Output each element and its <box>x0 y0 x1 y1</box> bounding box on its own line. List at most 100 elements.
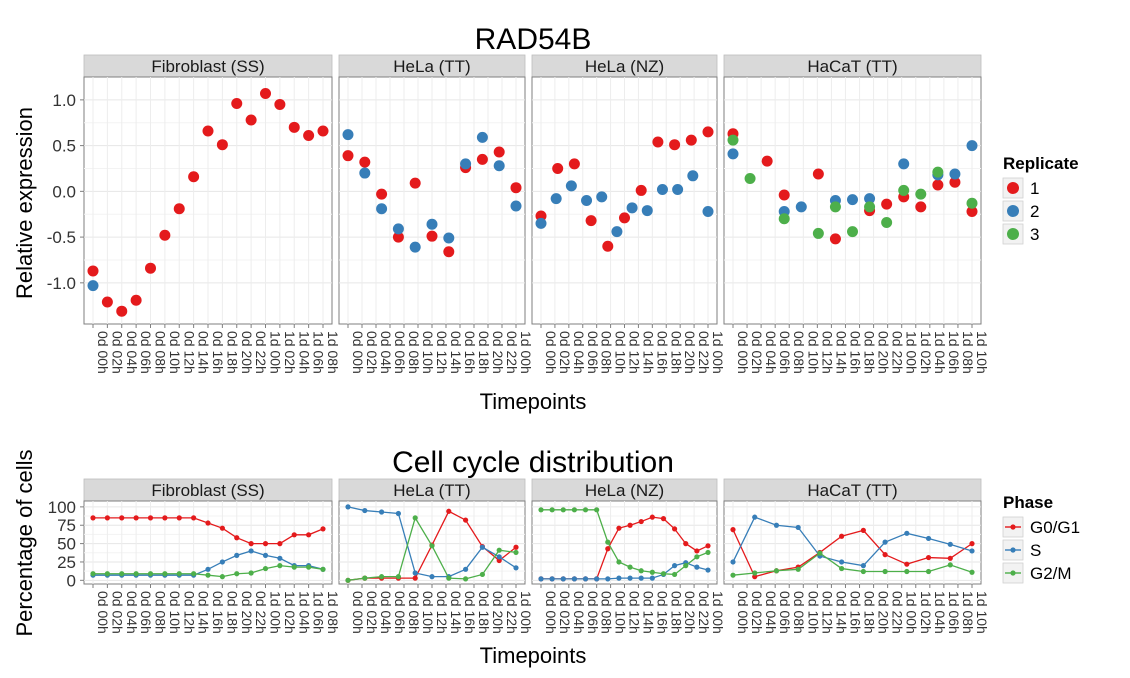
bottom-x-tick-label: 1d 02h <box>918 591 934 634</box>
top-x-tick-label: 0d 10h <box>613 331 629 374</box>
top-data-point <box>847 226 858 238</box>
bottom-x-tick-label: 0d 14h <box>196 591 212 634</box>
top-data-point <box>656 184 668 196</box>
top-data-point <box>510 182 522 194</box>
top-data-point <box>130 294 142 306</box>
top-data-point <box>443 232 455 244</box>
bottom-data-point <box>538 576 544 582</box>
top-data-point <box>966 205 978 217</box>
bottom-data-point <box>104 515 110 521</box>
bottom-x-tick-label: 0d 18h <box>668 591 684 634</box>
top-data-point <box>493 146 505 158</box>
bottom-data-point <box>277 563 283 569</box>
bottom-data-point <box>904 568 910 575</box>
top-facet-label: HeLa (NZ) <box>585 57 664 76</box>
top-x-tick-label: 0d 20h <box>239 331 255 374</box>
top-x-tick-label: 0d 02h <box>749 331 765 374</box>
bottom-data-point <box>627 564 633 570</box>
bottom-data-point <box>176 571 182 577</box>
bottom-data-point <box>882 539 888 545</box>
bottom-data-point <box>752 514 758 520</box>
top-legend-marker <box>1007 182 1019 194</box>
top-data-point <box>231 98 243 110</box>
bottom-data-point <box>412 570 418 576</box>
bottom-data-point <box>248 541 254 547</box>
top-x-tick-label: 0d 08h <box>153 331 169 374</box>
top-x-tick-label: 0d 22h <box>696 331 712 374</box>
bottom-chart-title: Cell cycle distribution <box>392 446 674 479</box>
bottom-data-point <box>582 507 589 513</box>
top-data-point <box>685 134 697 146</box>
bottom-data-point <box>571 576 578 582</box>
top-x-tick-label: 1d 00h <box>268 331 284 374</box>
top-data-point <box>376 203 388 215</box>
top-data-point <box>898 184 910 196</box>
bottom-data-point <box>219 559 225 565</box>
bottom-x-tick-label: 0d 04h <box>571 591 587 634</box>
top-data-point <box>626 202 638 214</box>
top-data-point <box>966 140 978 152</box>
bottom-data-point <box>925 554 932 561</box>
top-data-point <box>602 240 614 252</box>
bottom-data-point <box>496 547 502 553</box>
bottom-facet-label: HeLa (TT) <box>393 481 470 500</box>
top-data-point <box>881 216 893 228</box>
bottom-x-tick-label: 0d 08h <box>153 591 169 634</box>
top-x-tick-label: 0d 16h <box>847 331 863 374</box>
top-y-tick-label: -0.5 <box>47 228 76 247</box>
bottom-x-tick-label: 0d 10h <box>805 591 821 634</box>
bottom-data-point <box>672 526 678 532</box>
top-data-point <box>274 98 286 110</box>
bottom-data-point <box>705 567 711 573</box>
bottom-data-point <box>616 525 622 531</box>
bottom-data-point <box>191 571 197 577</box>
bottom-x-tick-label: 1d 04h <box>932 591 948 634</box>
bottom-legend-label: G0/G1 <box>1030 518 1080 537</box>
bottom-data-point <box>496 557 502 564</box>
bottom-series-line <box>541 509 709 576</box>
bottom-x-tick-label: 0d 04h <box>378 591 394 634</box>
bottom-data-point <box>839 533 845 539</box>
bottom-x-tick-label: 1d 10h <box>974 591 990 634</box>
bottom-series-line <box>541 562 709 580</box>
bottom-data-point <box>90 515 96 521</box>
bottom-data-point <box>147 515 154 521</box>
bottom-data-point <box>773 568 780 574</box>
bottom-data-point <box>379 509 385 515</box>
bottom-x-tick-label: 0d 16h <box>462 591 478 634</box>
bottom-data-point <box>104 571 110 577</box>
bottom-data-point <box>730 527 736 533</box>
bottom-data-point <box>205 520 211 526</box>
top-data-point <box>744 173 756 185</box>
top-data-point <box>493 160 505 172</box>
top-data-point <box>476 153 488 165</box>
bottom-data-point <box>463 517 469 523</box>
top-data-point <box>581 195 593 206</box>
bottom-data-point <box>412 515 418 521</box>
top-data-point <box>443 246 455 258</box>
bottom-x-tick-label: 0d 06h <box>777 591 793 634</box>
bottom-data-point <box>605 546 611 552</box>
top-data-point <box>359 156 371 168</box>
top-x-tick-label: 0d 16h <box>210 331 226 374</box>
bottom-data-point <box>605 576 611 582</box>
bottom-data-point <box>730 572 736 578</box>
top-x-tick-label: 0d 08h <box>599 331 615 374</box>
top-facet-label: HaCaT (TT) <box>807 57 897 76</box>
bottom-data-point <box>320 526 326 532</box>
bottom-data-point <box>594 576 600 582</box>
bottom-y-tick-label: 75 <box>57 516 76 535</box>
top-x-tick-label: 0d 02h <box>364 331 380 374</box>
bottom-x-tick-label: 0d 12h <box>434 591 450 634</box>
bottom-data-point <box>205 566 211 572</box>
bottom-data-point <box>694 548 700 554</box>
top-data-point <box>392 231 404 243</box>
bottom-chart-ylabel: Percentage of cells <box>12 449 37 636</box>
bottom-data-point <box>412 575 418 581</box>
top-data-point <box>585 215 597 227</box>
bottom-data-point <box>882 552 888 558</box>
top-x-tick-label: 0d 14h <box>448 331 464 374</box>
top-x-tick-label: 1d 08h <box>325 331 341 374</box>
